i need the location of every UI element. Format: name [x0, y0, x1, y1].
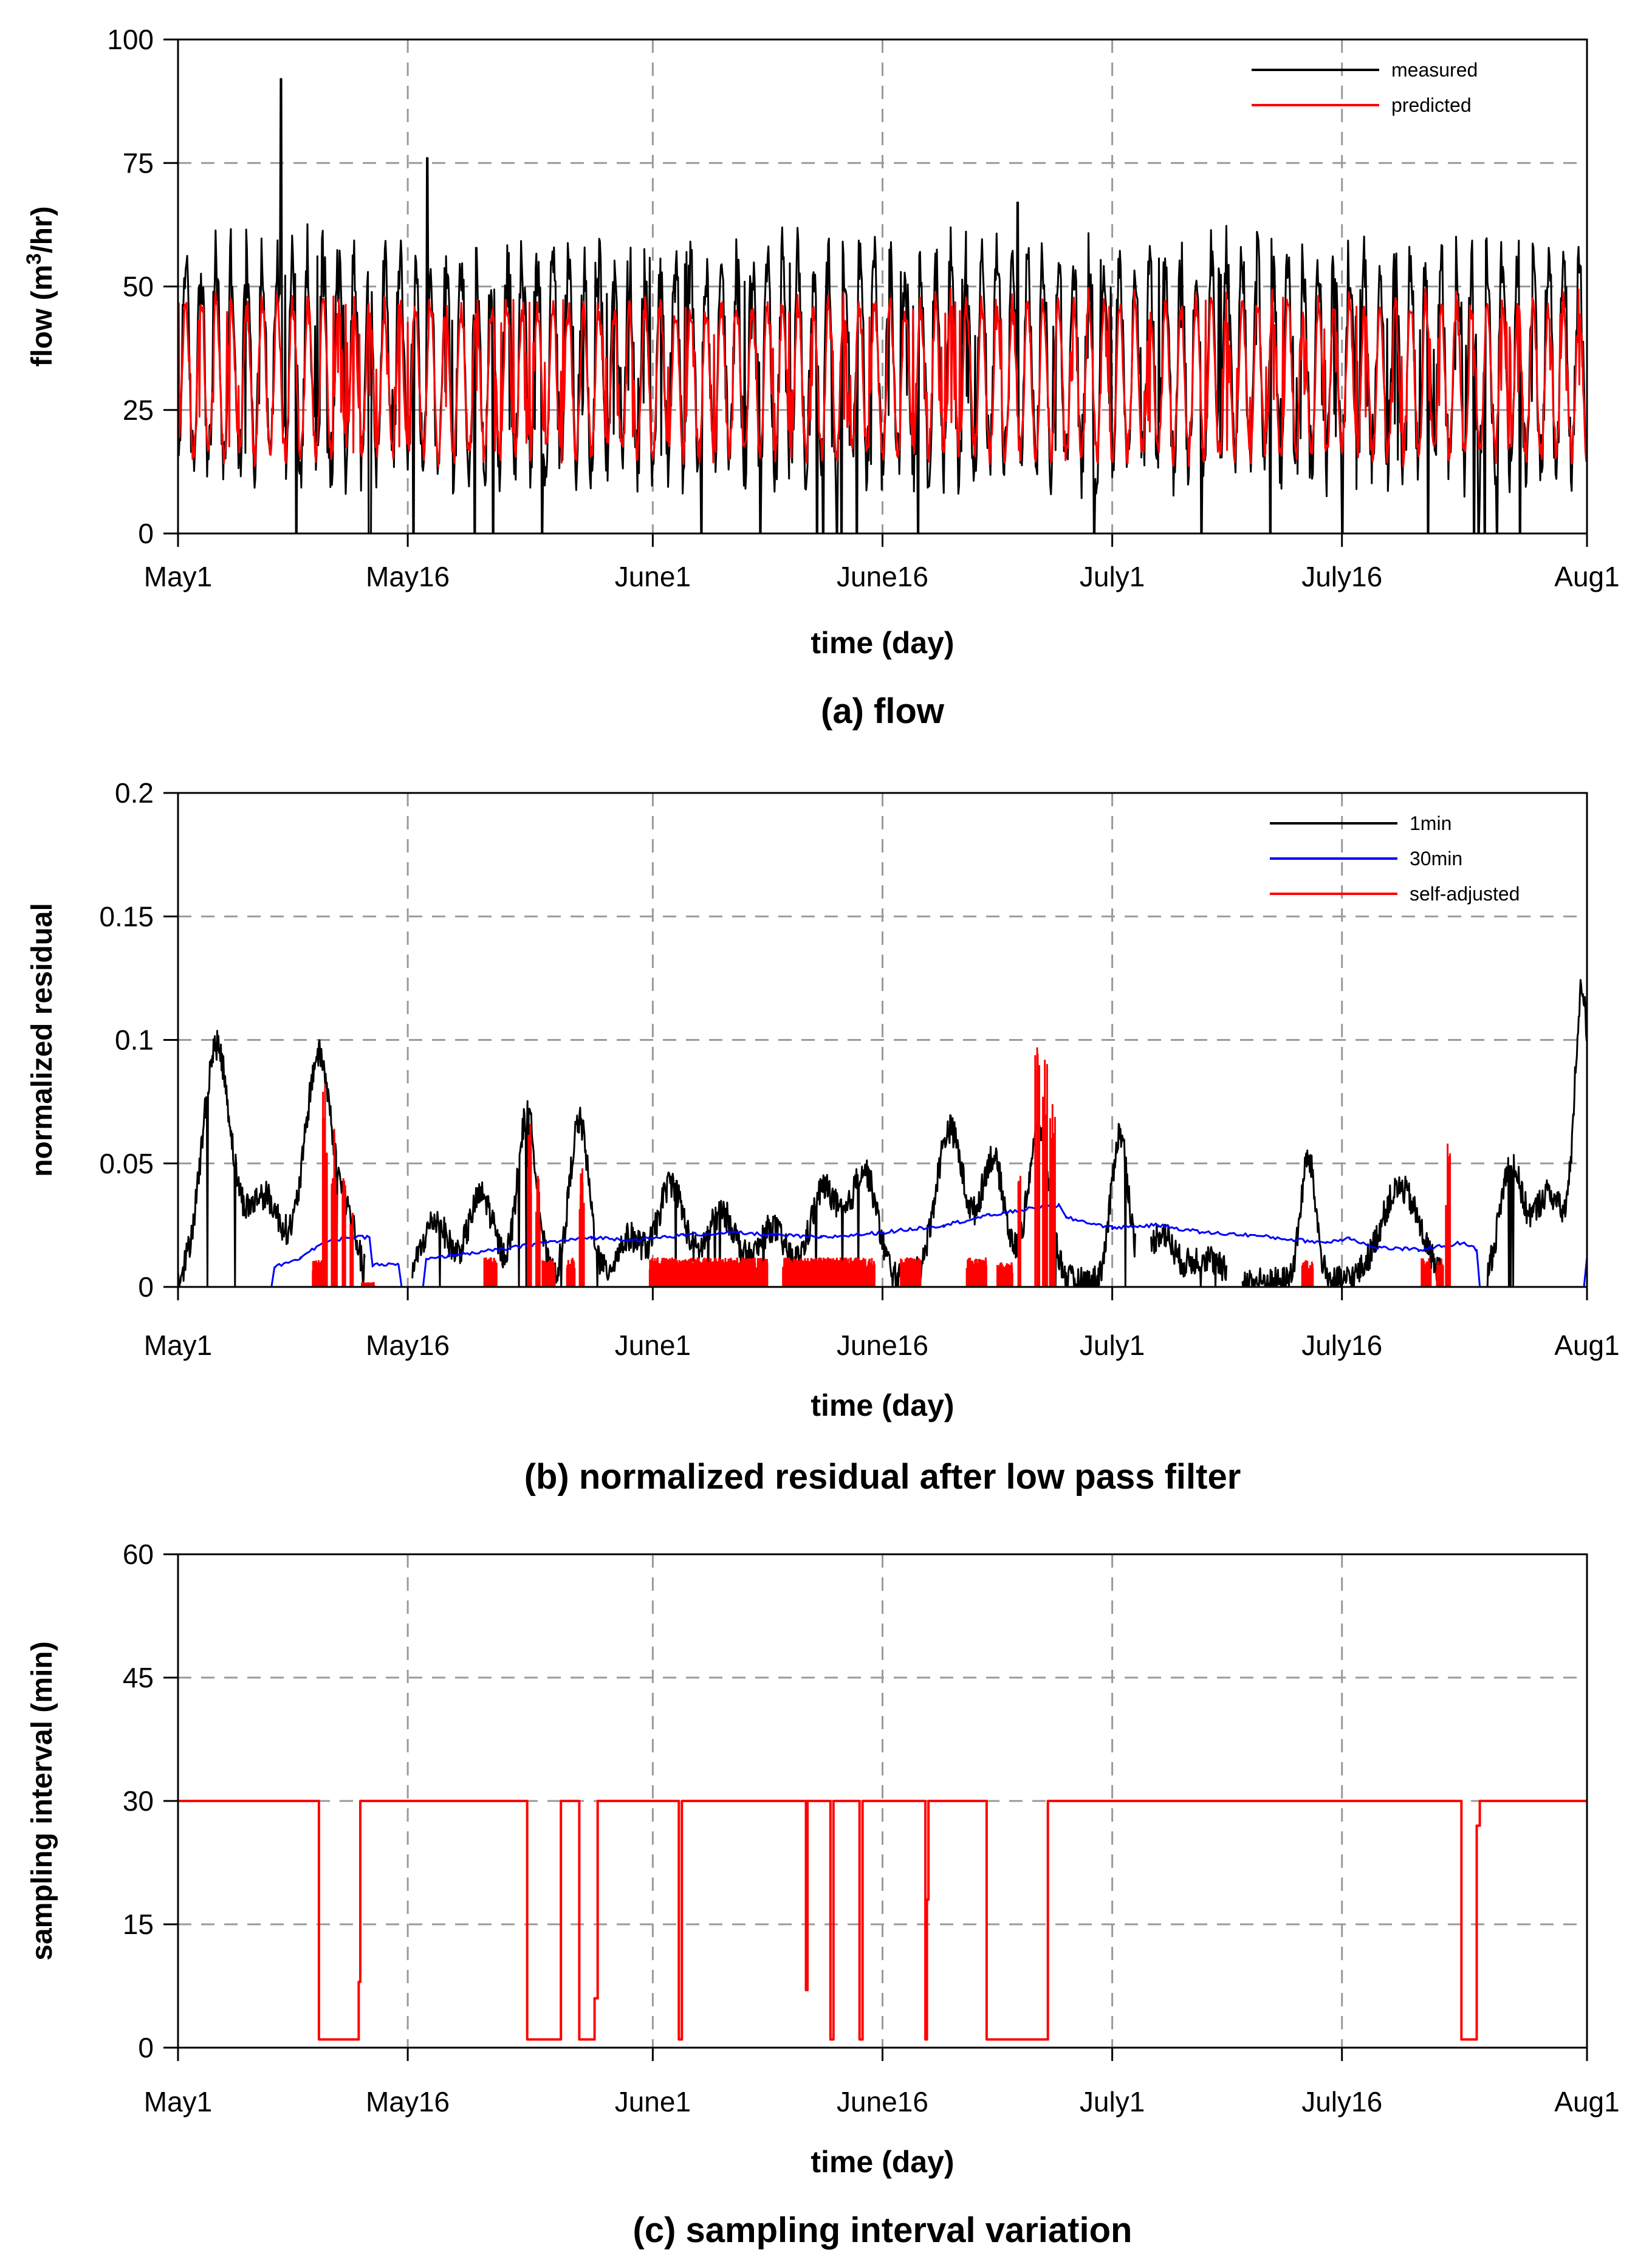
x-axis-label: time (day): [811, 626, 954, 660]
y-tick-label: 0.1: [115, 1024, 154, 1056]
x-tick-label: June16: [837, 561, 928, 592]
legend-label: 30min: [1410, 848, 1462, 869]
chart-title: (b) normalized residual after low pass f…: [524, 1457, 1241, 1497]
y-tick-label: 60: [123, 1538, 154, 1570]
series-predicted: [178, 287, 1587, 468]
x-tick-label: June1: [615, 1329, 691, 1361]
series-layer: [178, 979, 1587, 1287]
y-tick-label: 25: [123, 394, 154, 426]
x-axis-label: time (day): [811, 2145, 954, 2179]
y-tick-label: 75: [123, 147, 154, 179]
x-tick-label: June1: [615, 561, 691, 592]
legend: 1min 30min self-adjusted: [1270, 812, 1520, 905]
legend: measured predicted: [1252, 59, 1478, 116]
chart-title: (a) flow: [821, 691, 945, 731]
series-measured: [178, 78, 1587, 533]
x-tick-label: Aug1: [1554, 1329, 1619, 1361]
y-axis-label: sampling interval (min): [26, 1641, 58, 1960]
chart-a: 0 25 50 75 100 May1 May16 June1 June16 July1 July1…: [22, 24, 1620, 731]
y-tick-label: 100: [107, 24, 154, 55]
x-tick-label: June16: [837, 2086, 928, 2118]
x-axis-label: time (day): [811, 1388, 954, 1422]
series-1min: [178, 979, 1587, 1287]
y-axis-label: flow (m3/hr): [22, 206, 58, 366]
x-tick-label: June1: [615, 2086, 691, 2118]
x-tick-label: May16: [366, 561, 450, 592]
x-tick-label: July1: [1080, 561, 1145, 592]
series-layer: [178, 78, 1587, 533]
y-axis-label-main: normalized residual: [26, 903, 58, 1177]
y-axis-label: normalized residual: [26, 903, 58, 1177]
x-tick-label: May1: [144, 561, 212, 592]
x-tick-label: May1: [144, 1329, 212, 1361]
chart-c: 0 15 30 45 60 May1 May16 June1 June16 July1 July16…: [26, 1538, 1620, 2250]
y-tick-label: 50: [123, 271, 154, 303]
x-tick-label: July16: [1301, 1329, 1382, 1361]
series-30min: [178, 1202, 1587, 1287]
y-tick-label: 45: [123, 1662, 154, 1693]
series-layer: [178, 1800, 1587, 2041]
x-tick-label: July16: [1301, 2086, 1382, 2118]
y-tick-label: 0.15: [99, 900, 154, 932]
legend-label: measured: [1391, 59, 1478, 81]
x-tick-label: May1: [144, 2086, 212, 2118]
series-self-adjusted: [312, 1047, 1451, 1287]
series-sampling-interval: [178, 1800, 1587, 2041]
x-tick-label: Aug1: [1554, 561, 1619, 592]
chart-b: 0 0.05 0.1 0.15 0.2 May1 May16 June1 June16 July1…: [26, 777, 1620, 1497]
y-axis-label-tail: /hr): [26, 206, 58, 253]
x-tick-label: May16: [366, 1329, 450, 1361]
y-axis-label-sup: 3: [22, 253, 46, 265]
legend-label: 1min: [1410, 812, 1451, 834]
x-tick-label: May16: [366, 2086, 450, 2118]
chart-title: (c) sampling interval variation: [633, 2210, 1133, 2250]
x-tick-label: July1: [1080, 1329, 1145, 1361]
y-tick-label: 0: [138, 1271, 154, 1303]
x-tick-label: July1: [1080, 2086, 1145, 2118]
x-tick-label: July16: [1301, 561, 1382, 592]
y-axis-label-main: flow (m: [26, 265, 58, 367]
legend-label: predicted: [1391, 94, 1472, 116]
y-tick-label: 0.05: [99, 1148, 154, 1179]
y-axis-label-main: sampling interval (min): [26, 1641, 58, 1960]
y-tick-label: 0.2: [115, 777, 154, 809]
y-tick-label: 0: [138, 518, 154, 549]
x-tick-label: June16: [837, 1329, 928, 1361]
y-tick-label: 30: [123, 1785, 154, 1817]
x-tick-label: Aug1: [1554, 2086, 1619, 2118]
y-tick-label: 0: [138, 2032, 154, 2063]
legend-label: self-adjusted: [1410, 883, 1520, 905]
y-tick-label: 15: [123, 1909, 154, 1940]
